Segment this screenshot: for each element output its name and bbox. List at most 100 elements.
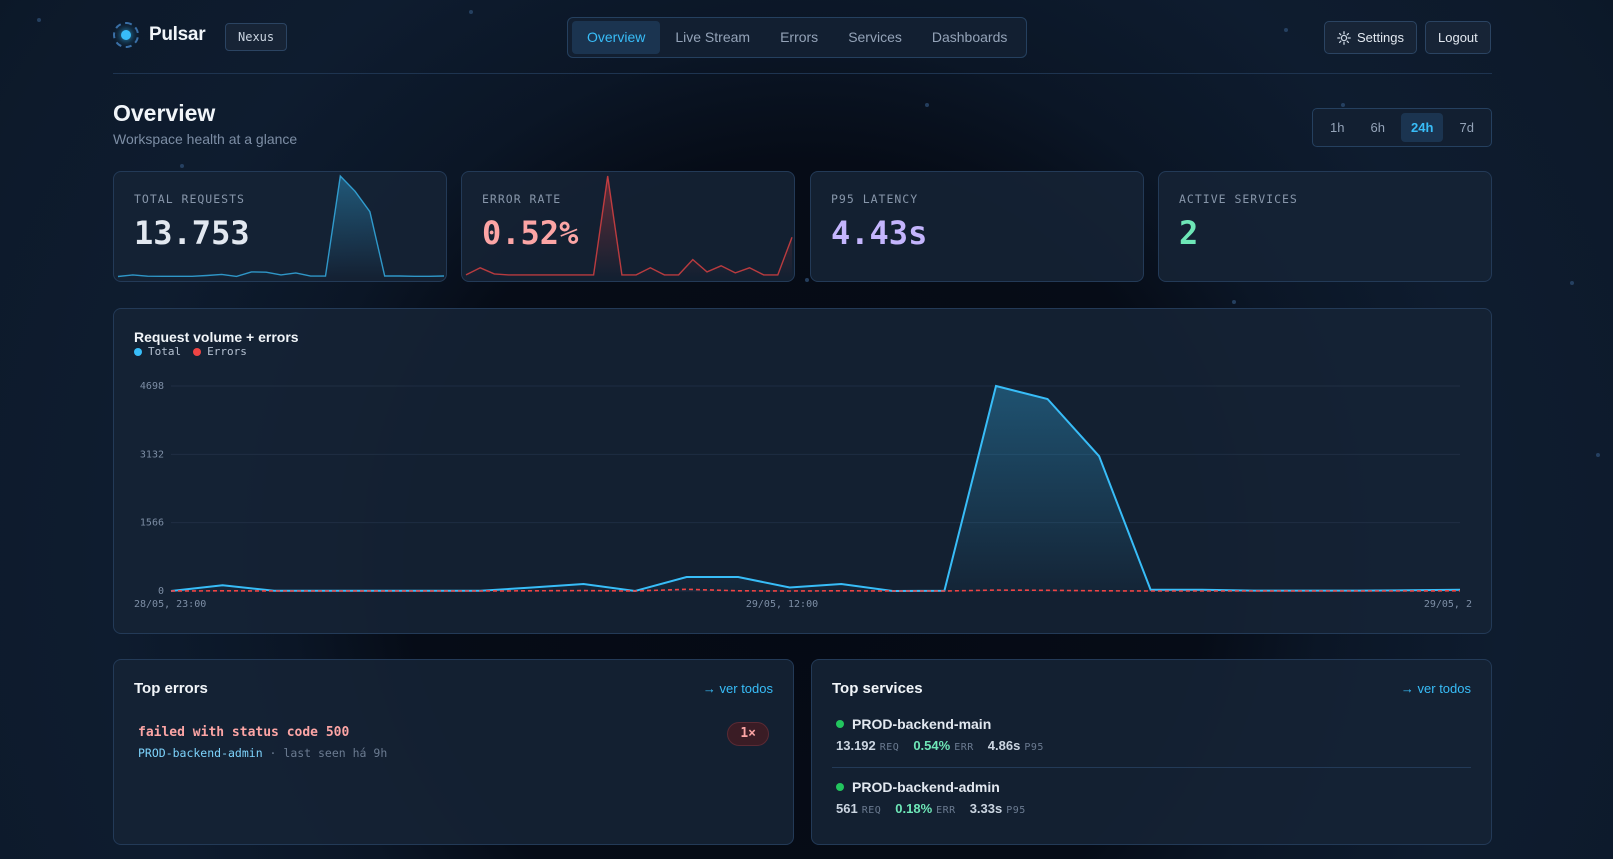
service-p95: 3.33s P95: [969, 801, 1026, 816]
background-star: [925, 103, 929, 107]
stat-unit: REQ: [879, 742, 900, 753]
error-message: failed with status code 500: [138, 725, 350, 740]
service-req: 561 REQ: [836, 801, 882, 816]
pulsar-logo-icon: [113, 22, 139, 48]
service-name-label: PROD-backend-admin: [852, 779, 1000, 795]
x-tick-label: 29/05, 2: [1424, 599, 1472, 610]
stat-unit: P95: [1024, 742, 1044, 753]
panel-title: Top errors: [134, 680, 208, 697]
background-star: [1232, 300, 1236, 304]
main-nav: Overview Live Stream Errors Services Das…: [567, 17, 1028, 58]
chart-legend: Total Errors: [134, 345, 247, 358]
background-star: [469, 10, 473, 14]
range-1h[interactable]: 1h: [1330, 120, 1345, 135]
sparkline-line: [465, 175, 793, 276]
kpi-value: 13.753: [134, 214, 250, 252]
series-line-total: [170, 384, 1461, 593]
range-24h[interactable]: 24h: [1401, 113, 1444, 142]
panel-title: Top services: [832, 680, 923, 697]
legend-label: Errors: [207, 345, 247, 358]
tab-dashboards[interactable]: Dashboards: [931, 29, 1008, 45]
total-requests-sparkline: [117, 174, 445, 278]
divider: [832, 767, 1471, 768]
series-area-total: [171, 386, 1460, 591]
service-err: 0.54% ERR: [913, 738, 974, 753]
top-errors-panel: Top errors → ver todos failed with statu…: [113, 659, 794, 845]
stat-unit: ERR: [936, 805, 956, 816]
service-name: PROD-backend-main: [836, 716, 991, 732]
y-tick-label: 4698: [140, 381, 164, 392]
y-tick-label: 1566: [140, 518, 164, 529]
background-star: [1284, 28, 1288, 32]
service-row[interactable]: PROD-backend-admin 561 REQ 0.18% ERR 3.33s…: [832, 779, 1471, 841]
brand-name: Pulsar: [149, 24, 206, 45]
background-star: [180, 164, 184, 168]
service-p95: 4.86s P95: [987, 738, 1044, 753]
page-title: Overview: [113, 100, 216, 126]
kpi-value: 4.43s: [831, 214, 928, 252]
service-err: 0.18% ERR: [895, 801, 956, 816]
legend-item-total[interactable]: Total: [134, 345, 181, 358]
service-stats: 13.192 REQ 0.54% ERR 4.86s P95: [836, 738, 1044, 753]
tab-overview[interactable]: Overview: [572, 21, 661, 54]
background-star: [805, 278, 809, 282]
service-name-label: PROD-backend-main: [852, 716, 992, 732]
kpi-value: 2: [1179, 214, 1199, 252]
y-tick-label: 0: [158, 586, 164, 597]
background-star: [1596, 453, 1600, 457]
x-tick-label: 29/05, 12:00: [746, 599, 818, 610]
kpi-label: TOTAL REQUESTS: [134, 192, 245, 206]
tab-live-stream[interactable]: Live Stream: [675, 29, 751, 45]
stat-unit: REQ: [861, 805, 882, 816]
legend-item-errors[interactable]: Errors: [193, 345, 247, 358]
kpi-card-active-services[interactable]: ACTIVE SERVICES 2: [1158, 171, 1492, 282]
kpi-card-total-requests[interactable]: TOTAL REQUESTS 13.753: [113, 171, 447, 282]
see-all-services-link[interactable]: → ver todos: [1400, 681, 1471, 696]
y-tick-label: 3132: [140, 449, 164, 460]
settings-label: Settings: [1357, 30, 1404, 45]
chart-title: Request volume + errors: [134, 329, 299, 345]
background-star: [1341, 103, 1345, 107]
error-last-seen: · last seen há 9h: [262, 746, 388, 760]
see-all-errors-link[interactable]: → ver todos: [702, 681, 773, 696]
kpi-label: P95 LATENCY: [831, 192, 919, 206]
kpi-label: ACTIVE SERVICES: [1179, 192, 1298, 206]
sparkline-line: [117, 174, 445, 278]
kpi-card-p95-latency[interactable]: P95 LATENCY 4.43s: [810, 171, 1144, 282]
error-count-badge: 1×: [727, 722, 769, 746]
top-header: Pulsar Nexus Overview Live Stream Errors…: [113, 16, 1492, 74]
logout-button[interactable]: Logout: [1425, 21, 1491, 54]
service-row[interactable]: PROD-backend-main 13.192 REQ 0.54% ERR 4.8…: [832, 716, 1471, 778]
request-volume-chart: 0 1566 3132 4698 28/05, 23:00 29/05, 12:00 29/…: [134, 381, 1472, 610]
kpi-value: 0.52%: [482, 214, 579, 252]
series-line-errors: [170, 588, 1461, 592]
error-rate-sparkline: [465, 175, 793, 278]
range-6h[interactable]: 6h: [1370, 120, 1385, 135]
stat-unit: P95: [1006, 805, 1026, 816]
range-7d[interactable]: 7d: [1459, 120, 1474, 135]
page-subtitle: Workspace health at a glance: [113, 131, 298, 147]
error-service[interactable]: PROD-backend-admin: [138, 746, 263, 760]
background-star: [1570, 281, 1574, 285]
brand[interactable]: Pulsar: [113, 22, 206, 48]
tab-errors[interactable]: Errors: [780, 29, 819, 45]
x-tick-label: 28/05, 23:00: [134, 599, 206, 610]
kpi-card-error-rate[interactable]: ERROR RATE 0.52%: [461, 171, 795, 282]
gear-icon: [1337, 30, 1351, 45]
time-range-selector: 1h 6h 24h 7d: [1312, 108, 1492, 147]
stat-unit: ERR: [954, 742, 974, 753]
status-dot-icon: [836, 783, 844, 791]
service-req: 13.192 REQ: [836, 738, 900, 753]
top-services-panel: Top services → ver todos PROD-backend-ma…: [811, 659, 1492, 845]
legend-label: Total: [148, 345, 182, 358]
workspace-badge[interactable]: Nexus: [225, 23, 288, 51]
request-volume-chart-card: 0 1566 3132 4698 28/05, 23:00 29/05, 12:00 29/…: [113, 308, 1492, 634]
service-stats: 561 REQ 0.18% ERR 3.33s P95: [836, 801, 1026, 816]
settings-button[interactable]: Settings: [1324, 21, 1417, 54]
tab-services[interactable]: Services: [848, 29, 902, 45]
background-star: [37, 18, 41, 22]
kpi-label: ERROR RATE: [482, 192, 562, 206]
status-dot-icon: [836, 720, 844, 728]
error-meta: PROD-backend-admin · last seen há 9h: [138, 746, 387, 760]
legend-dot-icon: [193, 347, 202, 356]
